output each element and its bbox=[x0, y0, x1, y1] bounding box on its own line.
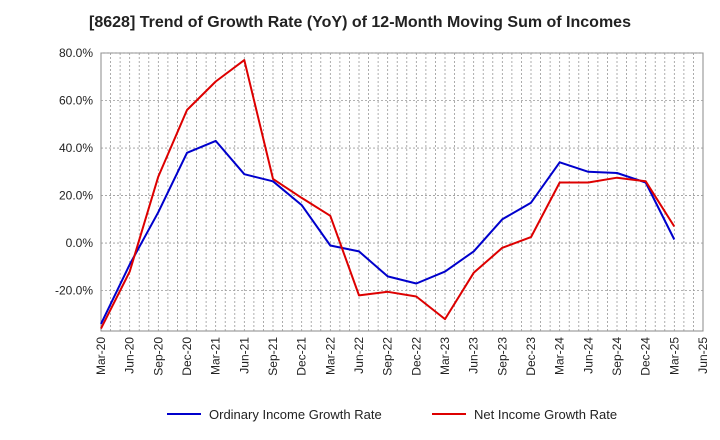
legend-label: Ordinary Income Growth Rate bbox=[209, 407, 382, 422]
x-tick-label: Mar-24 bbox=[553, 337, 567, 375]
y-tick-label: 60.0% bbox=[59, 94, 93, 108]
x-tick-label: Dec-23 bbox=[524, 337, 538, 376]
x-tick-label: Jun-21 bbox=[237, 337, 251, 374]
x-tick-label: Mar-25 bbox=[667, 337, 681, 375]
axes: 80.0% 60.0% 40.0% 20.0% 0.0% -20.0% Mar-20 Jun-… bbox=[55, 46, 710, 376]
x-tick-label: Jun-25 bbox=[696, 337, 710, 374]
grid-lines bbox=[100, 52, 704, 332]
y-tick-label: 80.0% bbox=[59, 46, 93, 60]
x-tick-label: Jun-23 bbox=[467, 337, 481, 374]
y-tick-label: -20.0% bbox=[55, 284, 93, 298]
x-tick-label: Jun-20 bbox=[123, 337, 137, 374]
x-tick-label: Jun-24 bbox=[581, 337, 595, 374]
plot-area bbox=[100, 52, 704, 332]
x-tick-label: Sep-22 bbox=[381, 337, 395, 376]
chart-title: [8628] Trend of Growth Rate (YoY) of 12-… bbox=[89, 14, 631, 31]
x-tick-label: Sep-23 bbox=[495, 337, 509, 376]
x-tick-label: Sep-21 bbox=[266, 337, 280, 376]
x-tick-label: Sep-20 bbox=[151, 337, 165, 376]
series-line bbox=[100, 59, 676, 330]
x-tick-label: Dec-24 bbox=[639, 337, 653, 376]
x-tick-label: Dec-20 bbox=[180, 337, 194, 376]
y-tick-label: 20.0% bbox=[59, 189, 93, 203]
series-lines bbox=[100, 59, 676, 330]
x-tick-label: Dec-21 bbox=[295, 337, 309, 376]
y-tick-label: 40.0% bbox=[59, 141, 93, 155]
series-line bbox=[100, 139, 676, 325]
x-tick-label: Dec-22 bbox=[409, 337, 423, 376]
x-tick-label: Sep-24 bbox=[610, 337, 624, 376]
x-tick-label: Mar-22 bbox=[323, 337, 337, 375]
legend-label: Net Income Growth Rate bbox=[474, 407, 617, 422]
x-tick-label: Jun-22 bbox=[352, 337, 366, 374]
x-tick-label: Mar-20 bbox=[94, 337, 108, 375]
x-tick-label: Mar-23 bbox=[438, 337, 452, 375]
legend: Ordinary Income Growth Rate Net Income Gr… bbox=[167, 407, 617, 422]
x-tick-label: Mar-21 bbox=[209, 337, 223, 375]
y-tick-label: 0.0% bbox=[66, 236, 94, 250]
